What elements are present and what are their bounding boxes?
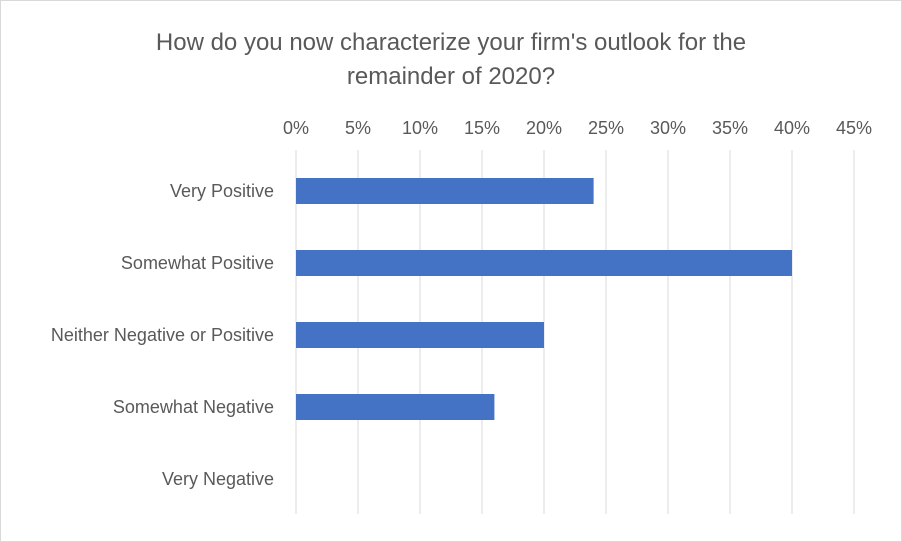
x-tick-label: 35% [712, 118, 748, 138]
x-tick-label: 45% [836, 118, 872, 138]
bar [296, 178, 594, 204]
x-tick-label: 40% [774, 118, 810, 138]
x-tick-label: 25% [588, 118, 624, 138]
bar [296, 394, 495, 420]
category-label: Neither Negative or Positive [51, 325, 274, 345]
category-label: Somewhat Positive [121, 253, 274, 273]
x-tick-label: 10% [402, 118, 438, 138]
bar [296, 250, 792, 276]
category-label: Very Positive [170, 181, 274, 201]
x-tick-label: 30% [650, 118, 686, 138]
x-axis-tick-labels: 0% 5% 10% 15% 20% 25% 30% 35% 40% 45% [283, 118, 872, 138]
category-labels: Very Positive Somewhat Positive Neither Ne… [51, 181, 274, 489]
bar [296, 322, 544, 348]
category-label: Very Negative [162, 469, 274, 489]
x-tick-label: 0% [283, 118, 309, 138]
chart-title: How do you now characterize your firm's … [0, 26, 902, 94]
x-tick-label: 5% [345, 118, 371, 138]
bars [296, 178, 792, 420]
x-tick-label: 20% [526, 118, 562, 138]
x-tick-label: 15% [464, 118, 500, 138]
chart-title-line-2: remainder of 2020? [346, 63, 556, 90]
category-label: Somewhat Negative [113, 397, 274, 417]
chart-title-line-1: How do you now characterize your firm's … [155, 29, 747, 56]
